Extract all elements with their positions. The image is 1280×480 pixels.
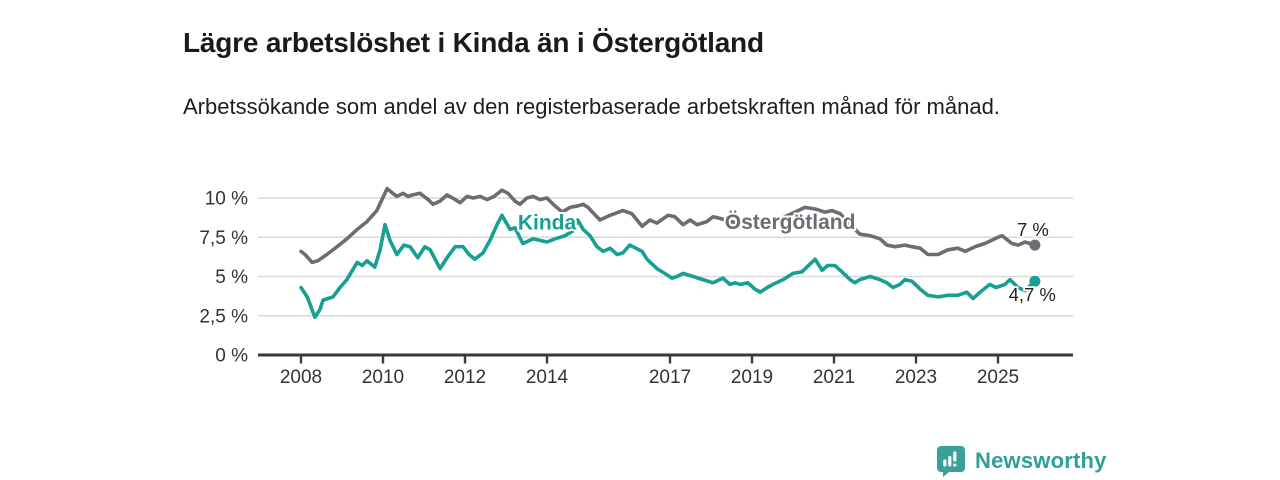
series-line-östergötland <box>299 186 1037 265</box>
x-axis-tick-label: 2023 <box>895 367 937 388</box>
series-end-dot-kinda <box>1029 275 1041 287</box>
page-title: Lägre arbetslöshet i Kinda än i Östergöt… <box>183 26 764 58</box>
y-axis-tick-label: 0 % <box>215 346 248 367</box>
y-axis-tick-label: 7,5 % <box>199 228 248 249</box>
bar-chart-speech-bubble-icon <box>937 446 965 477</box>
newsworthy-logo[interactable]: Newsworthy <box>936 445 1107 477</box>
y-axis-tick-label: 5 % <box>215 267 248 288</box>
x-axis-tick-label: 2010 <box>362 367 404 388</box>
x-axis-tick-label: 2021 <box>813 367 855 388</box>
x-axis-tick-label: 2012 <box>444 367 486 388</box>
series-line-kinda <box>299 213 1037 320</box>
y-axis-tick-label: 10 % <box>205 189 248 210</box>
x-axis-tick-label: 2017 <box>649 367 691 388</box>
newsworthy-wordmark: Newsworthy <box>975 448 1107 473</box>
series-inline-label-östergötland: Östergötland <box>725 211 856 234</box>
series-end-dot-östergötland <box>1029 239 1041 251</box>
chart-subtitle: Arbetssökande som andel av den registerb… <box>183 94 1000 119</box>
y-axis-tick-label: 2,5 % <box>199 306 248 327</box>
x-axis-tick-label: 2008 <box>280 367 322 388</box>
series-inline-label-kinda: Kinda <box>518 211 577 234</box>
series-end-value-label-östergötland: 7 % <box>1017 219 1049 240</box>
x-axis-tick-label: 2019 <box>731 367 773 388</box>
x-axis-tick-label: 2014 <box>526 367 569 388</box>
series-end-value-label-kinda: 4,7 % <box>1009 284 1056 305</box>
x-axis-tick-label: 2025 <box>977 367 1019 388</box>
